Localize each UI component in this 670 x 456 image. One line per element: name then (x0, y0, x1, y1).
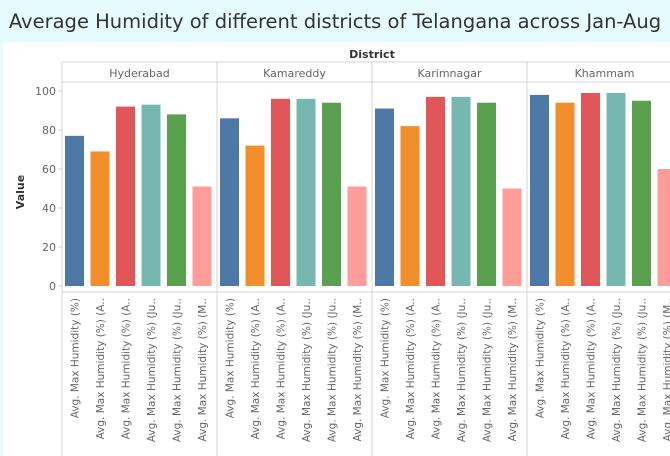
column-header: District (349, 48, 395, 61)
y-tick-label: 40 (42, 202, 56, 215)
y-tick-label: 100 (35, 85, 56, 98)
bar (167, 114, 186, 287)
x-tick-label: Avg. Max Humidity (%) (535, 298, 547, 418)
x-tick-label: Avg. Max Humidity (%) (A.. (95, 298, 107, 439)
y-tick-label: 60 (42, 163, 56, 176)
bar (502, 188, 522, 286)
bar (220, 118, 239, 286)
bar (606, 92, 626, 286)
bar (322, 102, 341, 286)
bar (530, 94, 549, 287)
bar (657, 169, 670, 286)
x-tick-label: Avg. Max Humidity (%) (Ju.. (327, 298, 339, 442)
panel-header: Hyderabad (109, 67, 170, 80)
bar (477, 102, 496, 286)
panel-header: Kamareddy (263, 67, 326, 80)
x-tick-label: Avg. Max Humidity (%) (M.. (507, 298, 519, 441)
bar (375, 108, 394, 286)
x-tick-label: Avg. Max Humidity (%) (Ju.. (146, 298, 158, 442)
x-tick-label: Avg. Max Humidity (%) (A.. (250, 298, 262, 439)
x-tick-label: Avg. Max Humidity (%) (A.. (560, 298, 572, 439)
y-tick-label: 0 (49, 280, 56, 293)
x-tick-label: Avg. Max Humidity (%) (A.. (276, 298, 288, 439)
x-tick-label: Avg. Max Humidity (%) (M.. (197, 298, 209, 441)
bar (90, 151, 110, 286)
x-tick-label: Avg. Max Humidity (%) (Ju.. (482, 298, 494, 442)
bar (116, 106, 135, 286)
bar (426, 96, 445, 286)
y-tick-label: 80 (42, 124, 56, 137)
x-tick-label: Avg. Max Humidity (%) (A.. (405, 298, 417, 439)
panel-header: Karimnagar (417, 67, 481, 80)
x-tick-label: Avg. Max Humidity (%) (A.. (121, 298, 133, 439)
bar (451, 96, 471, 286)
bar (141, 104, 161, 287)
x-tick-label: Avg. Max Humidity (%) (225, 298, 237, 418)
bar-chart: District Value 0 20 40 60 80 100 Hyderabad Avg. M… (14, 48, 670, 456)
x-tick-label: Avg. Max Humidity (%) (Ju.. (637, 298, 649, 442)
bar (555, 102, 575, 286)
chart-panel: District Value 0 20 40 60 80 100 Hyderabad Avg. M… (3, 42, 670, 456)
bar (400, 126, 420, 286)
bar (632, 100, 651, 286)
x-tick-label: Avg. Max Humidity (%) (Ju.. (172, 298, 184, 442)
bar (245, 145, 265, 286)
bar (65, 135, 84, 286)
bar (347, 186, 367, 286)
x-tick-label: Avg. Max Humidity (%) (Ju.. (301, 298, 313, 442)
bar (296, 98, 316, 286)
y-axis-label: Value (14, 175, 27, 209)
bar (581, 92, 600, 286)
x-tick-label: Avg. Max Humidity (%) (M.. (662, 298, 670, 441)
y-tick-label: 20 (42, 241, 56, 254)
chart-title: Average Humidity of different districts … (8, 10, 662, 33)
x-tick-label: Avg. Max Humidity (%) (A.. (431, 298, 443, 439)
x-tick-label: Avg. Max Humidity (%) (Ju.. (611, 298, 623, 442)
panel-header: Khammam (575, 67, 635, 80)
bar (192, 186, 212, 286)
x-tick-label: Avg. Max Humidity (%) (70, 298, 82, 418)
bar (271, 98, 290, 286)
x-tick-label: Avg. Max Humidity (%) (M.. (352, 298, 364, 441)
x-tick-label: Avg. Max Humidity (%) (A.. (586, 298, 598, 439)
x-tick-label: Avg. Max Humidity (%) (380, 298, 392, 418)
x-tick-label: Avg. Max Humidity (%) (Ju.. (456, 298, 468, 442)
